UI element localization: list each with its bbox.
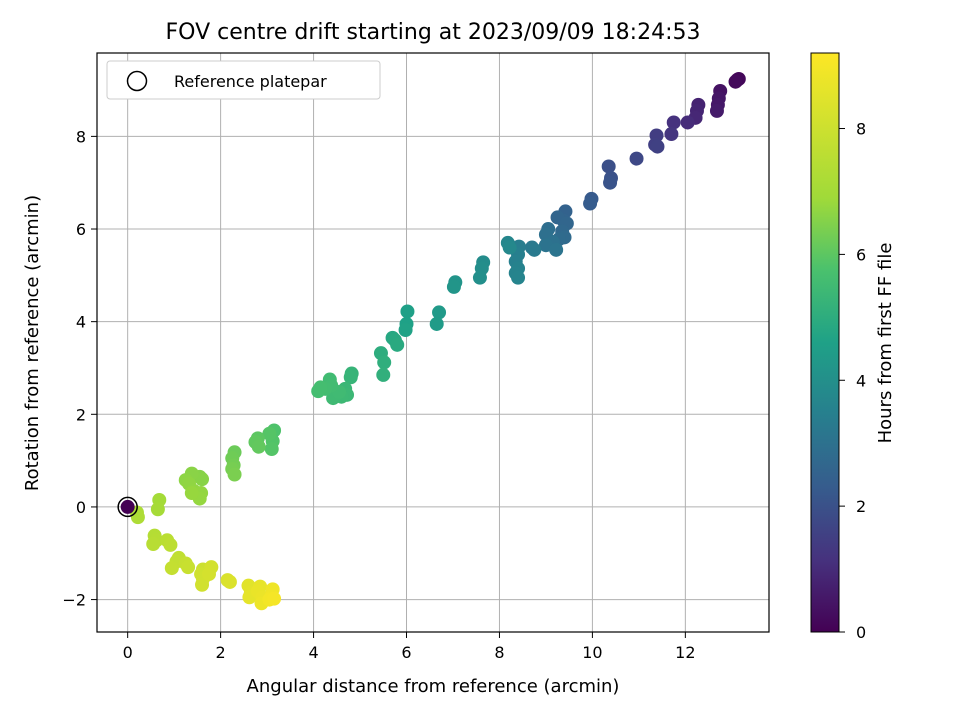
reference-platepar-marker [117, 496, 138, 518]
data-point [181, 560, 196, 575]
x-tick-label: 10 [582, 643, 602, 662]
y-tick-label: −2 [62, 591, 86, 610]
y-tick-label: 2 [76, 405, 86, 424]
y-tick-label: 4 [76, 313, 86, 332]
colorbar-tick-label: 8 [856, 120, 866, 139]
data-point [511, 270, 526, 285]
data-point [390, 337, 405, 352]
x-axis-label: Angular distance from reference (arcmin) [247, 676, 620, 697]
data-point [728, 74, 743, 89]
chart-title: FOV centre drift starting at 2023/09/09 … [166, 20, 701, 45]
data-point [195, 472, 210, 487]
x-tick-label: 8 [494, 643, 504, 662]
data-point [432, 305, 447, 320]
data-point [343, 370, 358, 385]
colorbar-label: Hours from first FF file [875, 243, 896, 444]
y-tick-label: 8 [76, 127, 86, 146]
data-point [262, 426, 277, 441]
colorbar-ticks: 0 2 4 6 8 [839, 120, 866, 642]
data-point [603, 175, 618, 190]
data-point [264, 442, 279, 457]
data-point [502, 240, 517, 255]
data-point [680, 115, 695, 130]
legend-box [106, 60, 381, 100]
x-tick-label: 2 [216, 643, 226, 662]
data-point [400, 304, 415, 319]
data-point [376, 367, 391, 382]
data-point [195, 577, 210, 592]
data-point [130, 510, 145, 525]
data-point [202, 567, 216, 582]
data-point [583, 196, 598, 211]
data-point [222, 574, 237, 589]
legend: Reference platepar [106, 60, 381, 100]
data-point [601, 159, 616, 174]
x-axis-ticks: 0 2 4 6 8 10 12 [123, 632, 696, 662]
x-tick-label: 6 [401, 643, 411, 662]
data-point [313, 380, 328, 395]
colorbar-tick-label: 6 [856, 245, 866, 264]
y-tick-label: 0 [76, 498, 86, 517]
data-point [227, 467, 242, 482]
colorbar [810, 52, 840, 633]
legend-entry-reference-platepar: Reference platepar [174, 72, 327, 91]
data-point [429, 316, 444, 331]
data-point [549, 242, 564, 257]
data-point [446, 279, 461, 294]
reference-point-fill [120, 499, 135, 514]
data-point [146, 536, 161, 551]
legend-marker-icon [126, 70, 148, 92]
data-point [629, 151, 644, 166]
data-point [267, 591, 282, 606]
data-point [184, 486, 199, 501]
x-tick-label: 0 [123, 643, 133, 662]
data-point [472, 270, 487, 285]
data-point [527, 242, 542, 257]
data-point [664, 127, 679, 142]
reference-marker-group [117, 496, 138, 518]
y-axis-label: Rotation from reference (arcmin) [22, 195, 43, 491]
x-tick-label: 4 [308, 643, 318, 662]
data-point [398, 322, 413, 337]
colorbar-tick-label: 4 [856, 371, 866, 390]
colorbar-tick-label: 0 [856, 623, 866, 642]
data-point [650, 139, 665, 154]
data-point [377, 355, 392, 370]
colorbar-tick-label: 2 [856, 497, 866, 516]
data-point [164, 561, 179, 576]
data-point [666, 115, 681, 130]
x-tick-label: 12 [675, 643, 695, 662]
y-axis-ticks: −2 0 2 4 6 8 [62, 127, 97, 610]
data-point [150, 502, 165, 517]
y-tick-label: 6 [76, 220, 86, 239]
data-point [709, 103, 724, 118]
data-point [163, 537, 178, 552]
data-point [251, 439, 266, 454]
data-points [129, 71, 746, 611]
plot-frame [96, 52, 770, 633]
